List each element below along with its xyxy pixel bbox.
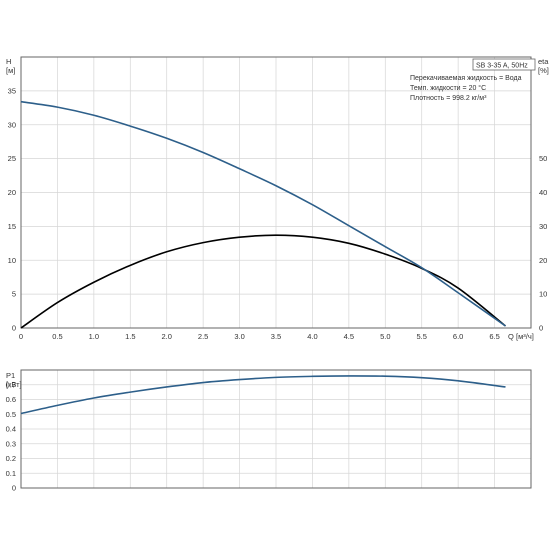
power-curve (20, 375, 506, 415)
y-left-tick-label: 25 (8, 154, 16, 163)
efficiency-curve (20, 234, 507, 329)
p1-tick-label: 0.6 (6, 395, 16, 404)
info-temperature: Темп. жидкости = 20 °C (410, 84, 486, 92)
tick-labels: 0 0.5 1.0 1.5 2.0 2.5 3.0 3.5 4.0 4.5 5.0 5.5 6.0 6.5… (6, 86, 548, 492)
x-tick-label: 1.5 (125, 332, 135, 341)
info-liquid: Перекачиваемая жидкость = Вода (410, 75, 522, 82)
p1-axis-unit: [кВт] (6, 380, 22, 389)
model-box (472, 58, 536, 71)
y-left-tick-label: 5 (12, 290, 16, 299)
top-chart-frame (20, 56, 532, 329)
y-left-label: H (6, 57, 11, 66)
curves (20, 100, 507, 415)
y-right-tick-label: 30 (539, 222, 547, 231)
bottom-chart-grid (20, 370, 531, 489)
y-right-label: eta (538, 57, 549, 66)
x-tick-label: 3.5 (271, 332, 281, 341)
x-axis-unit: [м³/ч] (516, 332, 534, 341)
p1-tick-label: 0.5 (6, 410, 16, 419)
y-right-tick-label: 10 (539, 290, 547, 299)
x-tick-label: 0 (19, 332, 23, 341)
x-tick-label: 1.0 (89, 332, 99, 341)
y-right-tick-label: 0 (539, 324, 543, 333)
y-right-tick-label: 20 (539, 256, 547, 265)
x-tick-label: 4.0 (307, 332, 317, 341)
y-right-unit: [%] (538, 66, 549, 75)
y-right-tick-label: 40 (539, 188, 547, 197)
model-label: SB 3-35 A, 50Hz (476, 63, 528, 70)
y-left-tick-label: 15 (8, 222, 16, 231)
top-chart-grid (20, 57, 531, 329)
y-right-tick-label: 50 (539, 154, 547, 163)
y-left-tick-label: 20 (8, 188, 16, 197)
p1-tick-label: 0.4 (6, 425, 16, 434)
info-density: Плотность = 998.2 кг/м³ (410, 95, 487, 102)
y-left-tick-label: 35 (8, 86, 16, 95)
p1-tick-label: 0.7 (6, 380, 16, 389)
x-tick-label: 2.5 (198, 332, 208, 341)
x-tick-label: 3.0 (234, 332, 244, 341)
x-tick-label: 4.5 (344, 332, 354, 341)
head-curve (20, 100, 506, 327)
y-left-tick-label: 30 (8, 120, 16, 129)
x-tick-label: 0.5 (52, 332, 62, 341)
x-axis-label: Q (508, 332, 514, 341)
p1-tick-label: 0.2 (6, 454, 16, 463)
x-tick-label: 2.0 (161, 332, 171, 341)
p1-tick-label: 0.3 (6, 439, 16, 448)
bottom-chart-frame (20, 369, 532, 489)
x-tick-label: 6.5 (489, 332, 499, 341)
p1-tick-label: 0 (12, 484, 16, 493)
x-tick-label: 5.0 (380, 332, 390, 341)
x-tick-label: 5.5 (416, 332, 426, 341)
y-left-tick-label: 0 (12, 324, 16, 333)
y-left-unit: [м] (6, 66, 15, 75)
y-left-tick-label: 10 (8, 256, 16, 265)
p1-axis-label: P1 (6, 371, 15, 380)
x-tick-label: 6.0 (453, 332, 463, 341)
p1-tick-label: 0.1 (6, 469, 16, 478)
